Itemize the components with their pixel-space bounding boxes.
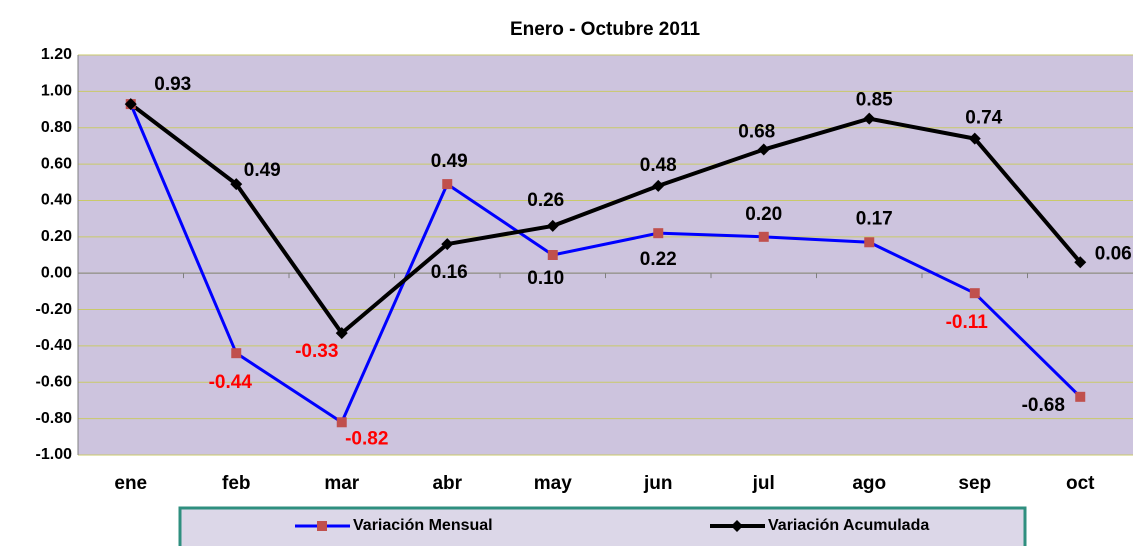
data-label: 0.49 xyxy=(431,151,468,172)
data-label: -0.82 xyxy=(345,428,388,449)
y-tick-label: 0.60 xyxy=(41,155,72,172)
marker xyxy=(863,112,876,125)
data-label: -0.44 xyxy=(209,372,253,393)
marker xyxy=(335,327,348,340)
chart-title: Enero - Octubre 2011 xyxy=(510,19,701,40)
data-label: 0.20 xyxy=(745,204,782,225)
series-line xyxy=(129,102,1082,337)
legend-label: Variación Mensual xyxy=(353,517,493,534)
y-tick-label: -1.00 xyxy=(36,446,73,463)
data-label: -0.11 xyxy=(946,312,989,333)
marker xyxy=(1074,256,1087,269)
data-label: 0.17 xyxy=(856,208,893,229)
y-tick-label: -0.40 xyxy=(36,337,73,354)
data-label: 0.49 xyxy=(244,160,281,181)
data-label: 0.26 xyxy=(527,190,564,211)
y-tick-label: 0.80 xyxy=(41,119,72,136)
x-tick-label: mar xyxy=(324,473,359,494)
y-tick-label: 0.20 xyxy=(41,228,72,245)
x-tick-label: abr xyxy=(432,473,462,494)
marker xyxy=(442,179,453,190)
marker xyxy=(124,98,137,111)
data-label: -0.68 xyxy=(1022,395,1065,416)
y-tick-label: -0.20 xyxy=(36,301,73,318)
marker xyxy=(758,231,769,242)
legend-label: Variación Acumulada xyxy=(768,517,929,534)
y-tick-label: 1.20 xyxy=(41,46,72,63)
y-tick-label: -0.60 xyxy=(36,373,73,390)
y-tick-label: 0.00 xyxy=(41,264,72,281)
marker xyxy=(336,417,347,428)
series-line xyxy=(129,103,1082,425)
data-label: 0.10 xyxy=(527,268,564,289)
marker xyxy=(231,348,242,359)
data-label: 0.93 xyxy=(154,74,191,95)
data-label: 0.16 xyxy=(431,262,468,283)
data-label: -0.33 xyxy=(295,341,338,362)
x-tick-label: may xyxy=(534,473,572,494)
x-tick-label: jun xyxy=(643,473,673,494)
data-label: 0.22 xyxy=(640,249,677,270)
y-tick-label: 1.00 xyxy=(41,83,72,100)
x-tick-label: oct xyxy=(1066,473,1095,494)
data-label: 0.68 xyxy=(738,122,775,143)
x-tick-label: ene xyxy=(114,473,147,494)
marker xyxy=(1075,391,1086,402)
data-label: 0.85 xyxy=(856,90,893,111)
x-tick-label: jul xyxy=(752,473,775,494)
x-tick-label: sep xyxy=(958,473,991,494)
plot-area xyxy=(78,55,1133,455)
marker xyxy=(757,143,770,156)
x-tick-label: feb xyxy=(222,473,251,494)
x-tick-label: ago xyxy=(852,473,886,494)
marker xyxy=(968,132,981,145)
data-label: 0.48 xyxy=(640,155,677,176)
marker xyxy=(969,288,980,299)
marker xyxy=(864,237,875,248)
y-tick-label: 0.40 xyxy=(41,192,72,209)
marker xyxy=(546,219,559,232)
y-tick-label: -0.80 xyxy=(36,410,73,427)
marker xyxy=(230,178,243,191)
legend-marker xyxy=(317,521,327,531)
marker xyxy=(653,228,664,239)
legend-marker xyxy=(731,520,743,532)
marker xyxy=(547,250,558,260)
marker xyxy=(441,238,454,251)
data-label: 0.74 xyxy=(965,108,1002,129)
data-label: 0.06 xyxy=(1095,243,1132,264)
marker xyxy=(652,179,665,192)
